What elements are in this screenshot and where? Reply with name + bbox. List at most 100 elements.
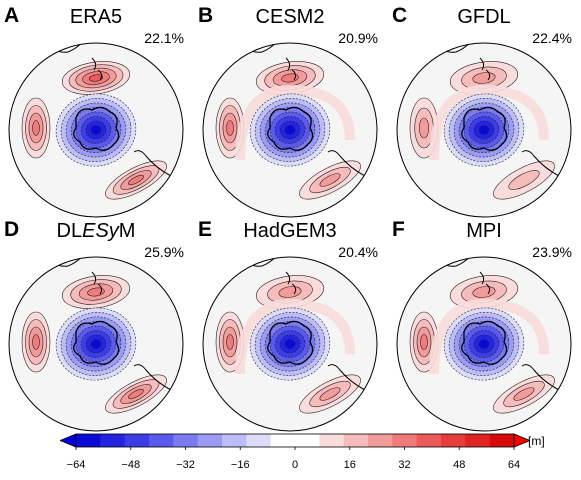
variance-percent: 23.9%: [532, 244, 572, 260]
variance-percent: 22.1%: [144, 30, 184, 46]
colorbar-segment: [124, 434, 150, 447]
colorbar-segment: [416, 434, 442, 447]
colorbar-tick-label: 48: [453, 459, 466, 471]
positive-anomaly-lobe: [105, 160, 167, 200]
panel-title: CESM2: [255, 6, 325, 28]
colorbar-tick-label: −64: [66, 459, 86, 471]
positive-anomaly-ring: [429, 298, 549, 375]
positive-anomaly-lobe: [493, 160, 555, 200]
map-panel-mpi: F MPI 23.9%: [388, 214, 580, 432]
positive-anomaly-ring: [235, 298, 355, 375]
new-zealand-coastline: [91, 57, 103, 81]
colorbar-tick-label: 32: [398, 459, 411, 471]
colorbar-extend-min: [60, 433, 77, 448]
south-america-coastline: [327, 364, 377, 405]
colorbar-segment: [295, 434, 320, 447]
polar-map: [8, 256, 184, 432]
south-america-coastline: [133, 364, 183, 405]
colorbar-segment: [441, 434, 466, 447]
colorbar: [60, 433, 530, 450]
negative-anomaly-center: [249, 307, 331, 381]
antarctica-coastline: [73, 320, 120, 365]
colorbar-segment: [465, 434, 491, 447]
variance-percent: 20.4%: [338, 244, 378, 260]
antarctica-coastline: [461, 320, 508, 365]
variance-percent: 22.4%: [532, 30, 572, 46]
colorbar-segment: [343, 434, 369, 447]
panel-title: GFDL: [457, 6, 511, 28]
positive-anomaly-lobe: [21, 97, 51, 159]
antarctica-coastline: [461, 106, 508, 151]
map-border: [202, 256, 378, 432]
map-panel-dlesym: D DLESyM 25.9%: [0, 214, 192, 432]
colorbar-tick-label: −16: [230, 459, 250, 471]
map-border: [8, 42, 184, 218]
south-america-coastline: [521, 150, 571, 191]
colorbar-unit-label: [m]: [528, 434, 545, 448]
positive-anomaly-lobe: [215, 97, 245, 159]
colorbar-segment: [392, 434, 418, 447]
positive-anomaly-lobe: [299, 160, 361, 200]
positive-anomaly-ring: [429, 84, 549, 161]
colorbar-segment: [173, 434, 199, 447]
panel-letter: C: [392, 4, 408, 27]
colorbar-tick-label: 0: [291, 459, 299, 471]
colorbar-segment: [246, 434, 272, 447]
panel-title: MPI: [466, 220, 502, 242]
map-panel-era5: A ERA5 22.1%: [0, 0, 192, 218]
colorbar-tick-label: −48: [121, 459, 141, 471]
colorbar-segment: [149, 434, 174, 447]
panel-title: DLESyM: [0, 220, 192, 243]
colorbar-segment: [76, 434, 101, 447]
colorbar-segment: [100, 434, 126, 447]
panel-letter: A: [4, 4, 20, 27]
positive-anomaly-lobe: [493, 374, 555, 414]
polar-map: [396, 256, 572, 432]
colorbar-tick-label: 16: [343, 459, 356, 471]
panel-title: ERA5: [69, 6, 123, 28]
polar-map: [8, 42, 184, 218]
positive-anomaly-ring: [235, 84, 355, 161]
colorbar-segment: [222, 434, 247, 447]
panel-title-text: DLESyM: [56, 220, 136, 242]
colorbar-segment: [319, 434, 345, 447]
positive-anomaly-lobe: [61, 275, 131, 309]
panel-letter: D: [4, 218, 20, 241]
positive-anomaly-lobe: [61, 61, 131, 95]
panel-letter: F: [392, 218, 405, 241]
panel-letter: E: [198, 218, 213, 241]
map-border: [396, 256, 572, 432]
colorbar-segment: [270, 434, 296, 447]
positive-anomaly-lobe: [21, 311, 51, 373]
colorbar-segment: [489, 434, 515, 447]
australia-coastline: [9, 403, 32, 431]
antarctica-coastline: [267, 106, 314, 151]
new-zealand-coastline: [285, 57, 297, 81]
antarctica-coastline: [73, 106, 120, 151]
panel-title: HadGEM3: [243, 220, 337, 242]
map-border: [8, 256, 184, 432]
colorbar-segment: [368, 434, 393, 447]
positive-anomaly-lobe: [255, 275, 325, 309]
positive-anomaly-lobe: [105, 374, 167, 414]
polar-map: [202, 256, 378, 432]
polar-map: [202, 42, 378, 218]
map-panel-cesm2: B CESM2 20.9%: [194, 0, 386, 218]
variance-percent: 25.9%: [144, 244, 184, 260]
positive-anomaly-lobe: [409, 97, 439, 159]
negative-anomaly-center: [249, 93, 331, 167]
antarctica-coastline: [267, 320, 314, 365]
new-zealand-coastline: [479, 271, 491, 295]
colorbar-tick-label: 64: [507, 459, 521, 471]
new-zealand-coastline: [285, 271, 297, 295]
panel-letter: B: [198, 4, 214, 27]
south-america-coastline: [133, 150, 183, 191]
colorbar-tick-label: −32: [176, 459, 195, 471]
map-panel-hadgem3: E HadGEM3 20.4%: [194, 214, 386, 432]
polar-map: [396, 42, 572, 218]
south-america-coastline: [327, 150, 377, 191]
map-border: [202, 42, 378, 218]
new-zealand-coastline: [91, 271, 103, 295]
colorbar-segment: [197, 434, 223, 447]
new-zealand-coastline: [479, 57, 491, 81]
